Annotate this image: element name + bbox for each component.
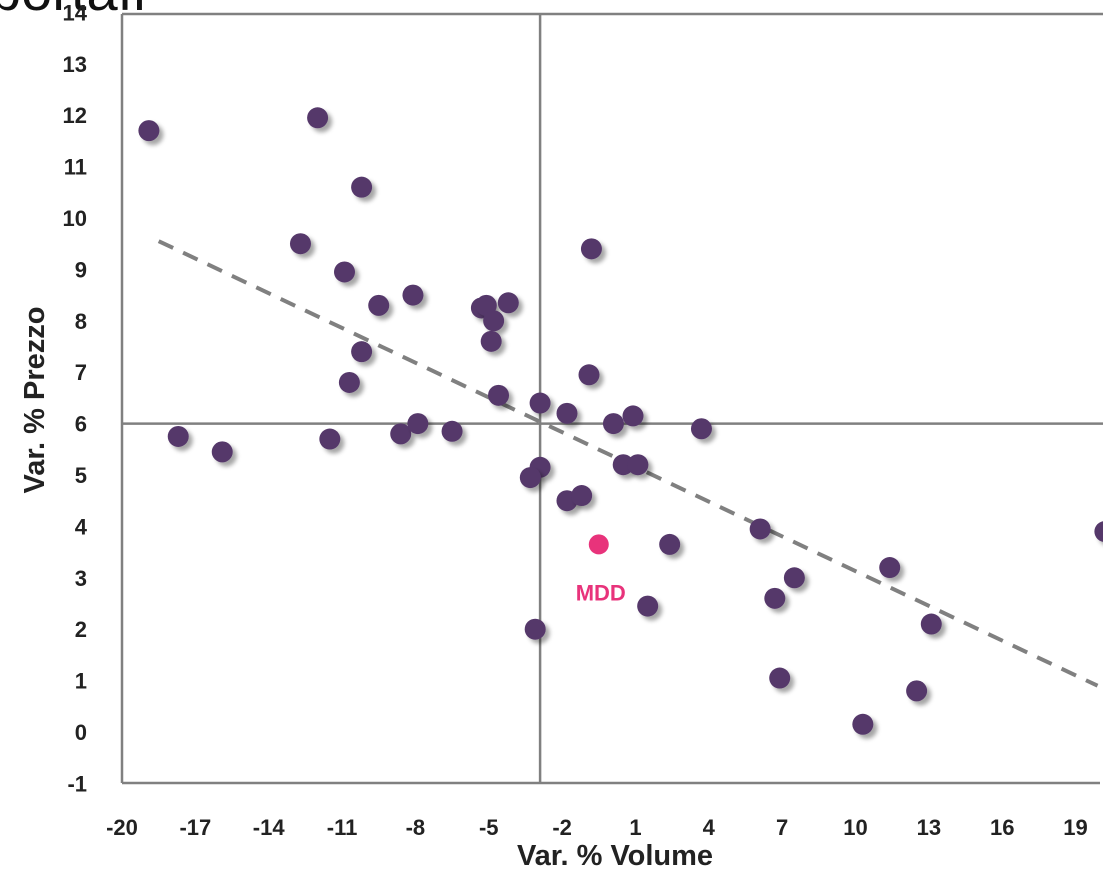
data-point-32 bbox=[627, 454, 649, 476]
data-point-2 bbox=[307, 107, 329, 129]
x-tick-label: 13 bbox=[917, 815, 941, 840]
data-point-38 bbox=[764, 587, 786, 609]
axes-layer bbox=[120, 12, 1103, 785]
data-point-12 bbox=[351, 341, 373, 363]
highlight-label-mdd: MDD bbox=[576, 580, 626, 605]
x-tick-label: 19 bbox=[1063, 815, 1087, 840]
x-tick-label: -2 bbox=[552, 815, 572, 840]
data-point-46 bbox=[1094, 521, 1103, 542]
x-tick-label: -5 bbox=[479, 815, 499, 840]
data-point-19 bbox=[390, 423, 412, 445]
y-tick-label: 11 bbox=[64, 155, 87, 180]
y-tick-label: 4 bbox=[75, 514, 88, 539]
data-point-36 bbox=[749, 518, 771, 540]
data-point-44 bbox=[906, 680, 928, 702]
data-point-26 bbox=[602, 413, 624, 435]
y-tick-label: 0 bbox=[75, 720, 87, 745]
data-points: MDD bbox=[138, 107, 1103, 735]
data-point-4 bbox=[289, 233, 311, 255]
data-point-3 bbox=[351, 176, 373, 198]
x-tick-label: 10 bbox=[843, 815, 867, 840]
y-tick-label: 14 bbox=[63, 0, 88, 25]
y-tick-label: 7 bbox=[75, 360, 87, 385]
x-axis-title: Var. % Volume bbox=[517, 840, 713, 872]
data-point-30 bbox=[519, 467, 541, 489]
page-header-fragment: portafi bbox=[0, 0, 146, 22]
quadrant-lines bbox=[122, 14, 1103, 783]
data-point-42 bbox=[920, 613, 942, 635]
data-point-18 bbox=[319, 428, 341, 450]
y-tick-label: -1 bbox=[67, 771, 87, 796]
x-tick-label: 4 bbox=[703, 815, 716, 840]
data-point-20 bbox=[407, 413, 429, 435]
data-point-1 bbox=[138, 120, 160, 142]
data-point-24 bbox=[580, 238, 602, 260]
data-point-10 bbox=[483, 310, 505, 332]
data-point-28 bbox=[690, 418, 712, 440]
data-point-45 bbox=[852, 713, 874, 735]
data-point-21 bbox=[441, 420, 463, 442]
data-point-14 bbox=[338, 371, 360, 393]
x-tick-label: -11 bbox=[327, 815, 358, 840]
y-tick-label: 8 bbox=[75, 309, 87, 334]
y-tick-label: 12 bbox=[63, 103, 87, 128]
y-tick-label: 9 bbox=[75, 257, 87, 282]
y-tick-label: 3 bbox=[75, 566, 87, 591]
x-tick-label: -8 bbox=[406, 815, 426, 840]
data-point-27 bbox=[622, 405, 644, 427]
highlight-point-mdd bbox=[588, 534, 609, 555]
x-tick-label: 16 bbox=[990, 815, 1014, 840]
y-tick-label: 6 bbox=[75, 412, 87, 437]
data-point-15 bbox=[488, 384, 510, 406]
y-tick-label: 5 bbox=[75, 463, 87, 488]
data-point-17 bbox=[211, 441, 233, 463]
data-point-22 bbox=[529, 392, 551, 414]
data-point-13 bbox=[480, 330, 502, 352]
x-tick-label: -14 bbox=[253, 815, 286, 840]
data-point-37 bbox=[783, 567, 805, 589]
y-tick-label: 10 bbox=[63, 206, 87, 231]
x-axis-ticks: -20 -17 -14 -11 -8 -5 -2 1 4 7 10 13 16 19 bbox=[106, 815, 1088, 840]
data-point-34 bbox=[571, 485, 593, 507]
x-tick-label: -17 bbox=[179, 815, 211, 840]
data-point-7 bbox=[402, 284, 424, 306]
data-point-40 bbox=[524, 618, 546, 640]
y-tick-label: 1 bbox=[75, 669, 87, 694]
data-point-25 bbox=[578, 364, 600, 386]
data-point-23 bbox=[556, 402, 578, 424]
y-tick-label: 2 bbox=[75, 617, 87, 642]
data-point-6 bbox=[368, 294, 390, 316]
data-point-11 bbox=[497, 292, 519, 314]
data-point-43 bbox=[769, 667, 791, 689]
y-axis-title: Var. % Prezzo bbox=[19, 307, 51, 494]
x-tick-label: -20 bbox=[106, 815, 138, 840]
x-tick-label: 7 bbox=[776, 815, 788, 840]
data-point-35 bbox=[659, 533, 681, 555]
data-point-31 bbox=[612, 454, 634, 476]
data-point-5 bbox=[333, 261, 355, 283]
data-point-39 bbox=[637, 595, 659, 617]
data-point-16 bbox=[167, 425, 189, 447]
x-tick-label: 1 bbox=[629, 815, 641, 840]
data-point-41 bbox=[879, 557, 901, 579]
y-tick-label: 13 bbox=[63, 52, 87, 77]
